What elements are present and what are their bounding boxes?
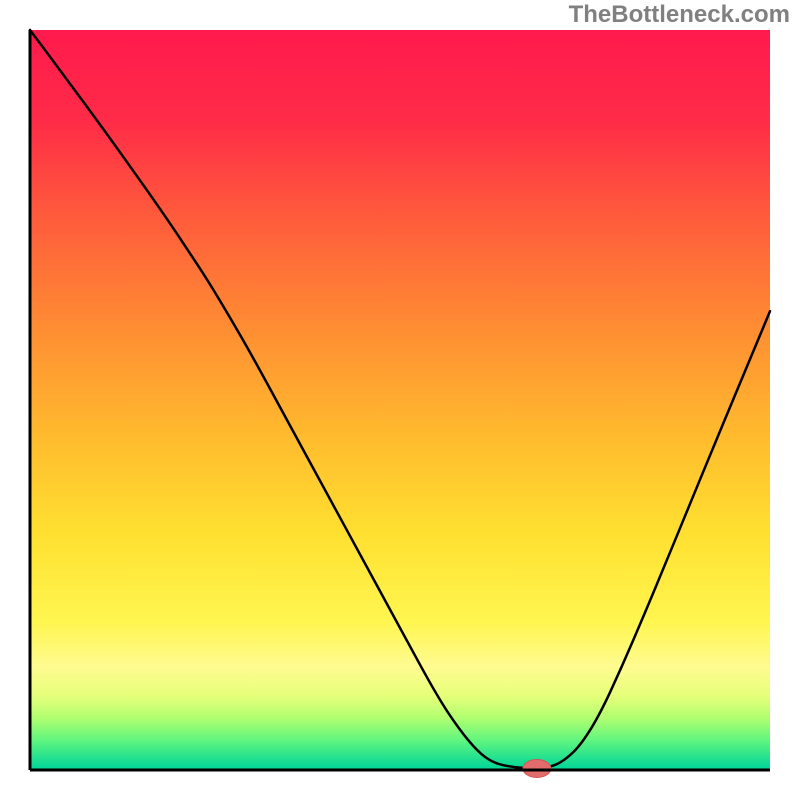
chart-svg: TheBottleneck.com [0, 0, 800, 800]
watermark-text: TheBottleneck.com [569, 1, 790, 28]
gradient-background [30, 30, 770, 770]
bottleneck-chart: TheBottleneck.com [0, 0, 800, 800]
